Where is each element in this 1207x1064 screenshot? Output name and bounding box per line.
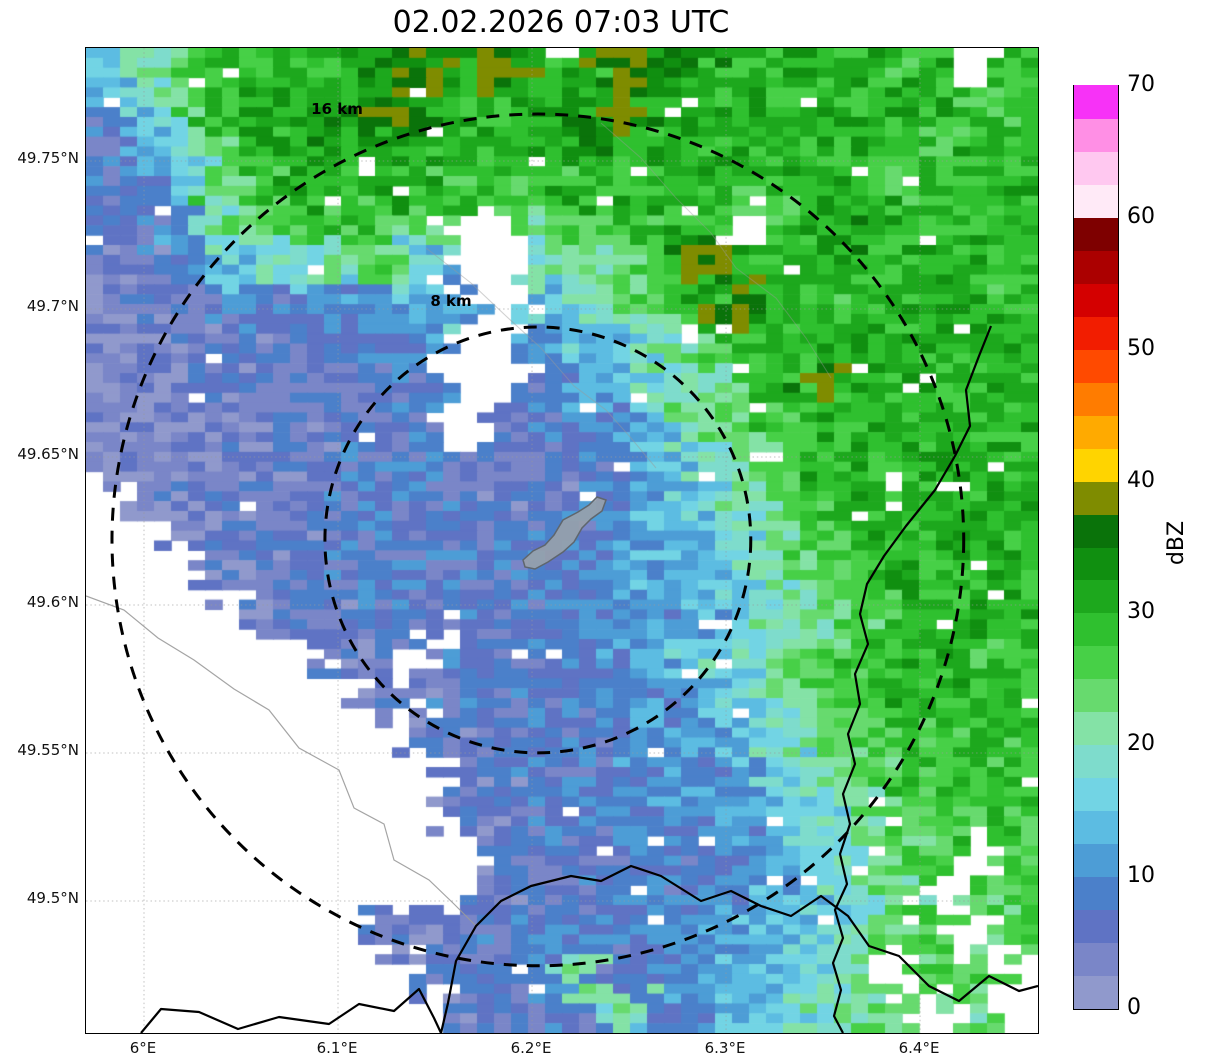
colorbar-segment xyxy=(1074,151,1118,185)
colorbar-segment xyxy=(1074,85,1118,119)
colorbar-segment xyxy=(1074,909,1118,944)
colorbar-segment xyxy=(1074,975,1118,1009)
range-ring-label-16km: 16 km xyxy=(311,100,363,118)
colorbar-segment xyxy=(1074,843,1118,878)
colorbar-tick-label: 40 xyxy=(1127,467,1155,493)
colorbar-tick-label: 20 xyxy=(1127,731,1155,757)
lon-tick-label: 6.3°E xyxy=(704,1039,746,1057)
lon-tick-label: 6°E xyxy=(129,1039,157,1057)
colorbar-segment xyxy=(1074,876,1118,911)
lon-tick-label: 6.1°E xyxy=(316,1039,358,1057)
colorbar-tick-label: 0 xyxy=(1127,995,1141,1020)
colorbar-label: dBZ xyxy=(1164,520,1189,566)
radar-map: 16 km 8 km xyxy=(85,47,1039,1034)
lon-tick-label: 6.2°E xyxy=(510,1039,552,1057)
colorbar-segment xyxy=(1074,645,1118,680)
colorbar-segment xyxy=(1074,744,1118,779)
colorbar-segment xyxy=(1074,118,1118,152)
colorbar xyxy=(1073,85,1119,1010)
colorbar-tick-label: 70 xyxy=(1127,72,1155,97)
colorbar-segment xyxy=(1074,678,1118,713)
lat-tick-label: 49.7°N xyxy=(26,297,79,316)
lat-tick-label: 49.65°N xyxy=(17,445,79,464)
colorbar-tick-label: 60 xyxy=(1127,203,1155,229)
colorbar-tick-label: 50 xyxy=(1127,335,1155,361)
colorbar-segment xyxy=(1074,480,1118,515)
colorbar-segment xyxy=(1074,316,1118,350)
colorbar-segment xyxy=(1074,942,1118,977)
colorbar-segment xyxy=(1074,250,1118,284)
colorbar-segment xyxy=(1074,217,1118,251)
colorbar-segment xyxy=(1074,810,1118,845)
lat-tick-label: 49.6°N xyxy=(26,593,79,612)
colorbar-segment xyxy=(1074,448,1118,482)
colorbar-segment xyxy=(1074,415,1118,449)
figure-title: 02.02.2026 07:03 UTC xyxy=(392,5,730,40)
lat-tick-label: 49.75°N xyxy=(17,149,79,168)
colorbar-segment xyxy=(1074,184,1118,218)
range-ring-label-8km: 8 km xyxy=(430,292,472,310)
colorbar-segment xyxy=(1074,283,1118,317)
colorbar-segment xyxy=(1074,349,1118,383)
colorbar-segment xyxy=(1074,382,1118,416)
colorbar-segment xyxy=(1074,579,1118,614)
colorbar-tick-label: 30 xyxy=(1127,599,1155,625)
lon-tick-label: 6.4°E xyxy=(898,1039,940,1057)
reflectivity-field xyxy=(86,48,1038,1033)
colorbar-segment xyxy=(1074,546,1118,581)
colorbar-tick-label: 10 xyxy=(1127,863,1155,889)
colorbar-segment xyxy=(1074,513,1118,548)
lat-tick-label: 49.55°N xyxy=(17,741,79,759)
colorbar-segment xyxy=(1074,777,1118,812)
lat-tick-label: 49.5°N xyxy=(26,888,79,907)
colorbar-segment xyxy=(1074,612,1118,647)
colorbar-segment xyxy=(1074,711,1118,746)
